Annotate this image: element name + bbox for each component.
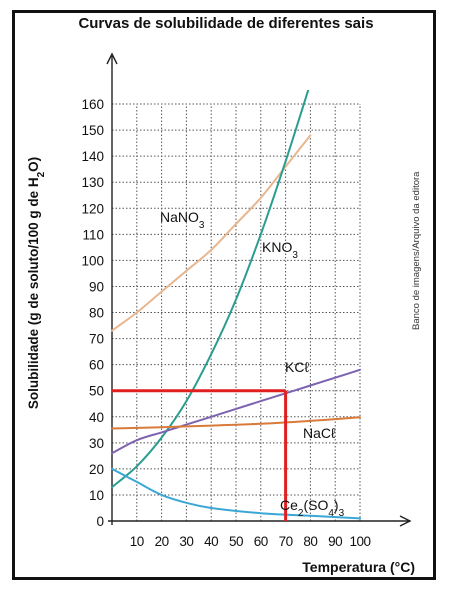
series-label-kno3: KNO3	[262, 239, 298, 261]
x-tick-label: 100	[349, 534, 370, 549]
y-tick-label: 140	[81, 149, 104, 164]
series-label-part: 3	[339, 508, 345, 519]
x-axis-arrow	[399, 515, 412, 527]
x-tick-label: 50	[229, 534, 243, 549]
y-tick-label: 100	[81, 253, 104, 268]
y-tick-label: 90	[89, 279, 104, 294]
y-axis-arrow	[106, 52, 118, 65]
series-label-kcl: KCℓ	[285, 359, 309, 375]
series-layer	[111, 90, 361, 520]
y-tick-label: 60	[89, 358, 104, 373]
credit-text: Banco de imagens/Arquivo da editora	[411, 171, 422, 330]
series-label-part: 3	[292, 250, 298, 261]
chart-title: Curvas de solubilidade de diferentes sai…	[78, 15, 373, 32]
series-label-part: KCℓ	[285, 359, 309, 375]
series-label-part: (SO	[303, 497, 328, 513]
annotation-layer	[112, 389, 288, 521]
grid-layer	[112, 103, 361, 522]
y-tick-label: 150	[81, 123, 104, 138]
x-axis-label: Temperatura (°C)	[302, 559, 415, 575]
y-tick-label: 120	[81, 201, 104, 216]
series-label-ce2so43: Ce2(SO4)3	[280, 497, 345, 519]
y-tick-label: 110	[82, 227, 104, 242]
y-axis-label-part: O)	[26, 157, 41, 172]
series-line-kcl	[111, 368, 361, 455]
series-label-part: NaNO	[160, 209, 199, 225]
series-label-nacl: NaCℓ	[303, 425, 336, 441]
series-line-nacl	[111, 416, 361, 430]
series-label-nano3: NaNO3	[160, 209, 205, 231]
y-tick-label: 0	[96, 514, 104, 529]
x-tick-label: 10	[130, 534, 144, 549]
y-axis-label-part: 2	[36, 171, 47, 177]
x-tick-label: 20	[155, 534, 169, 549]
series-label-part: 4	[328, 508, 334, 519]
y-tick-label: 30	[89, 436, 104, 451]
y-tick-label: 70	[89, 332, 104, 347]
x-tick-label: 30	[179, 534, 193, 549]
y-tick-label: 80	[89, 306, 104, 321]
series-label-part: )	[334, 497, 339, 513]
y-tick-label: 160	[81, 97, 104, 112]
y-tick-label: 40	[89, 410, 104, 425]
y-tick-label: 50	[89, 384, 104, 399]
series-label-part: KNO	[262, 239, 292, 255]
series-line-nano3	[111, 134, 312, 332]
x-tick-label: 80	[303, 534, 317, 549]
y-axis-label-part: Solubilidade (g de soluto/100 g de H	[26, 177, 41, 409]
y-tick-label: 10	[89, 488, 104, 503]
x-tick-label: 60	[254, 534, 268, 549]
axes-layer: 0 10 20 30 40 50 60 70 80 90 100 110 120 130 140 150 160…	[26, 52, 412, 549]
series-line-kno3	[111, 90, 310, 489]
series-label-part: 2	[298, 508, 304, 519]
x-tick-label: 70	[279, 534, 293, 549]
series-label-part: Ce	[280, 497, 298, 513]
y-tick-label: 130	[81, 175, 104, 190]
series-label-part: NaCℓ	[303, 425, 336, 441]
chart-frame	[12, 10, 436, 580]
series-label-part: 3	[199, 220, 205, 231]
series-line-ce2so43	[111, 467, 361, 520]
x-tick-label: 90	[328, 534, 342, 549]
x-tick-label: 40	[204, 534, 218, 549]
y-axis-label: Solubilidade (g de soluto/100 g de H2O)	[26, 157, 47, 409]
y-tick-label: 20	[89, 462, 104, 477]
